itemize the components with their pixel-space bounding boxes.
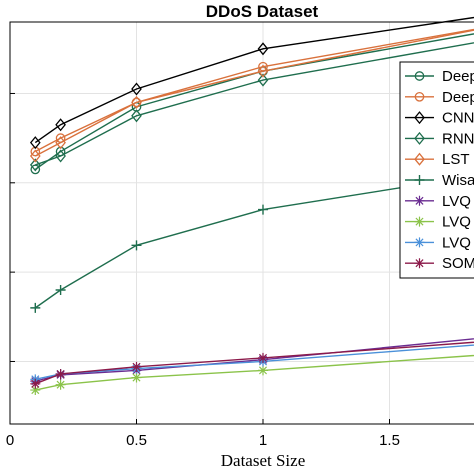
data-point-marker xyxy=(414,237,425,248)
data-point-marker xyxy=(29,149,41,163)
series-group xyxy=(30,354,474,396)
series-line xyxy=(34,29,474,157)
legend-label: Deep xyxy=(442,68,474,85)
data-point-marker xyxy=(30,164,41,175)
legend-label: RNN xyxy=(442,130,474,147)
legend-entry: Deep xyxy=(405,89,474,106)
data-point-marker xyxy=(414,216,425,227)
x-tick-label: 1 xyxy=(259,432,267,449)
series-line xyxy=(34,16,474,144)
x-tick-label: 1.5 xyxy=(379,432,400,449)
legend-label: LVQ xyxy=(442,193,471,210)
x-tick-label: 0.5 xyxy=(126,432,147,449)
legend-entry: LST xyxy=(405,151,470,168)
series-group xyxy=(30,341,474,389)
legend-label: LVQ xyxy=(442,214,471,231)
data-point-marker xyxy=(55,136,66,150)
data-point-marker xyxy=(414,195,425,206)
data-point-marker xyxy=(131,109,142,123)
data-point-marker xyxy=(131,361,142,372)
series-group xyxy=(30,175,474,313)
series-layer xyxy=(29,16,474,396)
series-group xyxy=(30,344,474,385)
legend-entry: RNN xyxy=(405,130,474,147)
data-point-marker xyxy=(30,385,41,396)
series-line xyxy=(35,42,474,166)
legend-entry: CNN xyxy=(405,110,474,127)
data-point-marker xyxy=(257,42,269,56)
data-point-marker xyxy=(414,91,425,102)
legend-entry: LVQ xyxy=(405,193,471,210)
legend-entry: LVQ xyxy=(405,234,471,251)
data-point-marker xyxy=(258,352,268,363)
plot-frame xyxy=(9,21,474,425)
chart-title: DDoS Dataset xyxy=(206,2,319,21)
data-point-marker xyxy=(414,175,425,185)
data-point-marker xyxy=(29,136,41,150)
data-point-marker xyxy=(30,378,41,389)
legend-label: LST xyxy=(442,151,470,168)
data-point-marker xyxy=(257,64,269,78)
legend-entry: Wisa xyxy=(405,172,474,189)
data-point-marker xyxy=(29,158,41,172)
data-point-marker xyxy=(131,240,142,251)
data-point-marker xyxy=(414,71,425,81)
x-axis-label: Dataset Size xyxy=(221,451,306,470)
data-point-marker xyxy=(30,302,41,313)
ticks: 0 0.5 1 1.5 xyxy=(6,92,400,449)
series-group xyxy=(29,16,474,150)
legend-entry: LVQ xyxy=(405,214,471,231)
data-point-marker xyxy=(414,258,425,269)
legend-label: SOM xyxy=(442,255,474,272)
data-point-marker xyxy=(55,285,66,295)
data-point-marker xyxy=(414,131,425,145)
data-point-marker xyxy=(258,204,268,215)
legend-entry: Deep xyxy=(405,68,474,85)
data-point-marker xyxy=(258,365,268,376)
data-point-marker xyxy=(414,111,425,125)
legend: Deep Deep CNN RNN LST Wisa LVQ LVQ LVQ SOM xyxy=(399,61,474,279)
data-point-marker xyxy=(55,368,66,379)
data-point-marker xyxy=(55,149,66,163)
x-tick-label: 0 xyxy=(6,432,14,449)
data-point-marker xyxy=(131,372,142,383)
data-point-marker xyxy=(131,95,142,109)
legend-entry: SOM xyxy=(405,255,474,272)
data-point-marker xyxy=(414,152,425,166)
legend-label: LVQ xyxy=(442,234,471,251)
legend-label: Wisa xyxy=(442,172,474,189)
data-point-marker xyxy=(257,73,269,87)
series-group xyxy=(29,42,474,172)
data-point-marker xyxy=(55,379,66,390)
data-point-marker xyxy=(131,82,142,96)
series-group xyxy=(29,29,474,163)
legend-label: CNN xyxy=(442,110,474,127)
data-point-marker xyxy=(55,118,66,132)
legend-label: Deep xyxy=(442,89,474,106)
